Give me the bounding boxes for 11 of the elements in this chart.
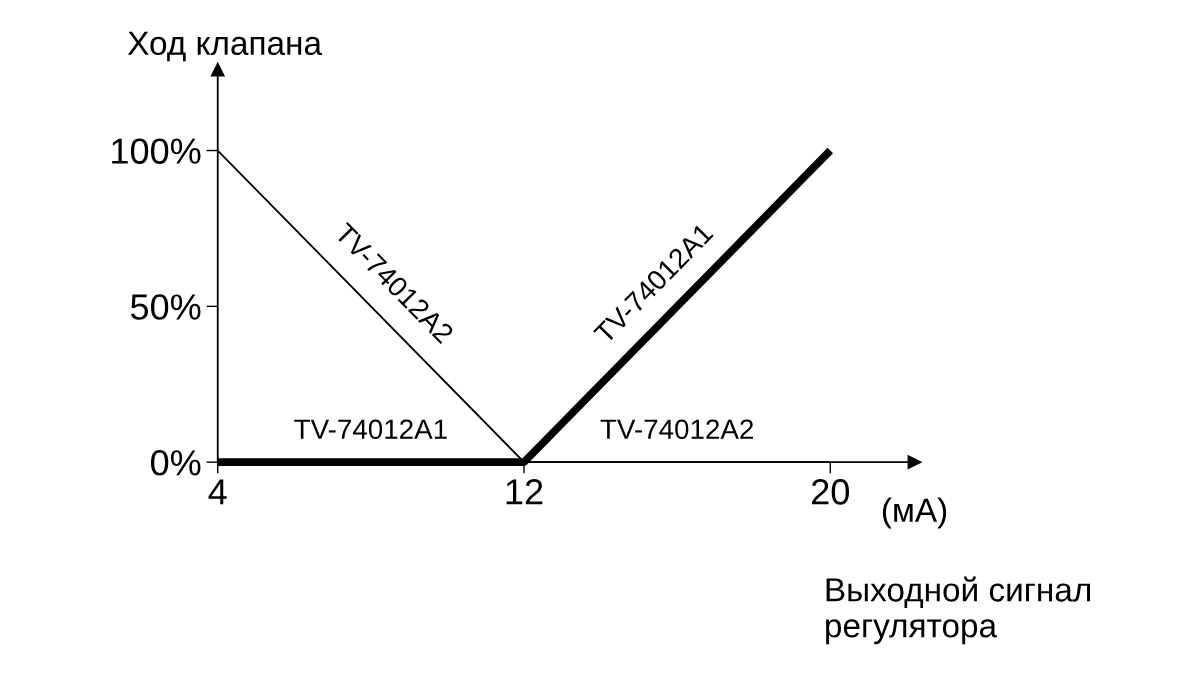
- y-tick-label: 50%: [130, 294, 201, 320]
- x-tick-label: 20: [812, 479, 849, 505]
- y-tick-label: 0%: [150, 450, 201, 476]
- x-tick-label: 4: [208, 479, 227, 505]
- text: TV-74012A2: [600, 419, 753, 440]
- x-tick-label: 12: [506, 479, 543, 505]
- y-tick-label: 100%: [112, 138, 201, 164]
- text: TV-74012A1: [294, 419, 447, 440]
- y-axis-title: Ход клапана: [127, 31, 322, 62]
- text: Выходной сигнал регулятора: [826, 576, 1090, 645]
- x-axis-title: (мА): [882, 497, 947, 529]
